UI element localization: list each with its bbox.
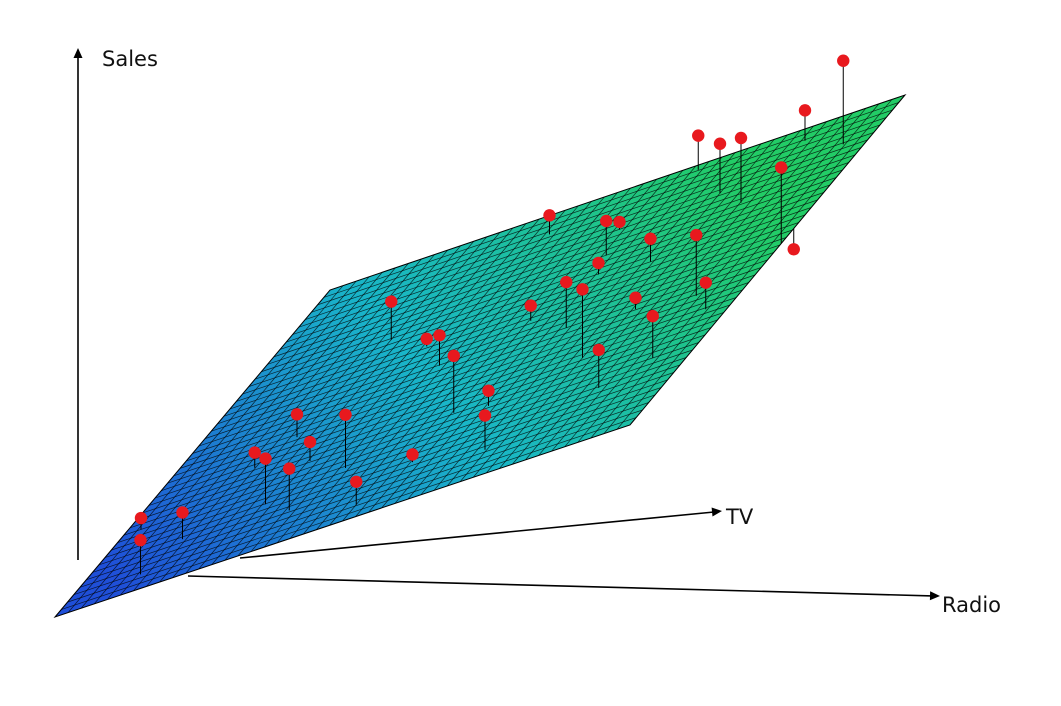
mesh-line-tv (229, 214, 806, 410)
data-point (690, 228, 703, 242)
mesh-line-tv (261, 177, 837, 373)
data-point (290, 408, 304, 421)
data-point (775, 161, 788, 174)
data-point (543, 209, 556, 222)
mesh-line-radio (433, 161, 710, 491)
data-point (692, 129, 705, 142)
data-point (433, 329, 446, 342)
data-point (524, 299, 537, 312)
mesh-line-tv (317, 109, 893, 306)
data-point (283, 462, 296, 475)
data-point (176, 506, 189, 519)
data-point (734, 131, 748, 145)
data-point (798, 104, 812, 117)
mesh-line-tv (286, 147, 862, 343)
mesh-line-tv (323, 102, 899, 298)
sales-axis-label: Sales (102, 47, 158, 71)
radio-axis-arrowhead (929, 591, 940, 601)
data-point (613, 215, 626, 229)
mesh-line-radio (381, 178, 657, 509)
data-point (646, 309, 659, 323)
tv-axis-arrowhead (711, 507, 722, 517)
data-point (420, 332, 433, 346)
data-point (248, 446, 261, 459)
data-point (406, 448, 419, 461)
data-point (837, 54, 850, 67)
mesh-line-tv (242, 199, 818, 395)
data-point (350, 475, 363, 488)
mesh-line-radio (525, 130, 801, 461)
data-point (339, 408, 352, 421)
data-point (303, 435, 317, 449)
mesh-line-radio (407, 170, 684, 500)
radio-axis (187, 575, 933, 597)
radio-axis-label: Radio (942, 593, 1001, 617)
data-point (447, 349, 460, 363)
data-point (478, 409, 492, 422)
mesh-line-tv (223, 222, 799, 417)
mesh-line-tv (329, 95, 905, 291)
mesh-line-radio (603, 103, 880, 434)
data-point (644, 232, 657, 245)
mesh-line-tv (254, 184, 831, 380)
sales-axis-arrowhead (73, 48, 83, 58)
mesh-line-radio (342, 192, 618, 522)
data-point (385, 295, 398, 308)
mesh-line-tv (211, 237, 787, 432)
mesh-line-radio (590, 108, 867, 439)
mesh-line-radio (394, 174, 671, 504)
data-point (600, 214, 613, 228)
data-point (629, 291, 642, 304)
mesh-line-tv (273, 162, 849, 358)
mesh-line-radio (616, 99, 893, 430)
mesh-line-radio (459, 152, 736, 482)
data-point (560, 275, 573, 289)
mesh-line-tv (204, 244, 781, 439)
mesh-line-tv (304, 124, 881, 321)
data-point (787, 243, 800, 256)
tv-axis-label: TV (725, 505, 754, 529)
mesh-line-radio (499, 139, 775, 469)
mesh-line-tv (236, 207, 812, 402)
mesh-line-radio (485, 143, 762, 474)
mesh-line-radio (512, 134, 788, 465)
data-point (576, 283, 589, 296)
mesh-line-tv (311, 117, 887, 313)
data-point (699, 276, 712, 289)
mesh-line-tv (279, 154, 856, 350)
mesh-line-radio (446, 156, 723, 487)
mesh-line-radio (355, 187, 631, 517)
data-point (713, 137, 727, 150)
mesh-line-radio (420, 165, 697, 496)
data-point (482, 384, 495, 397)
data-point (592, 343, 605, 357)
mesh-line-tv (248, 192, 824, 387)
mesh-line-tv (267, 169, 843, 365)
mesh-line-radio (472, 147, 749, 478)
mesh-line-radio (577, 112, 853, 443)
mesh-line-radio (538, 125, 814, 456)
data-point (134, 511, 148, 525)
points-above-plane (134, 54, 850, 547)
tv-axis (239, 511, 715, 559)
data-point (259, 452, 272, 465)
data-point (592, 256, 605, 270)
data-point (134, 533, 147, 547)
